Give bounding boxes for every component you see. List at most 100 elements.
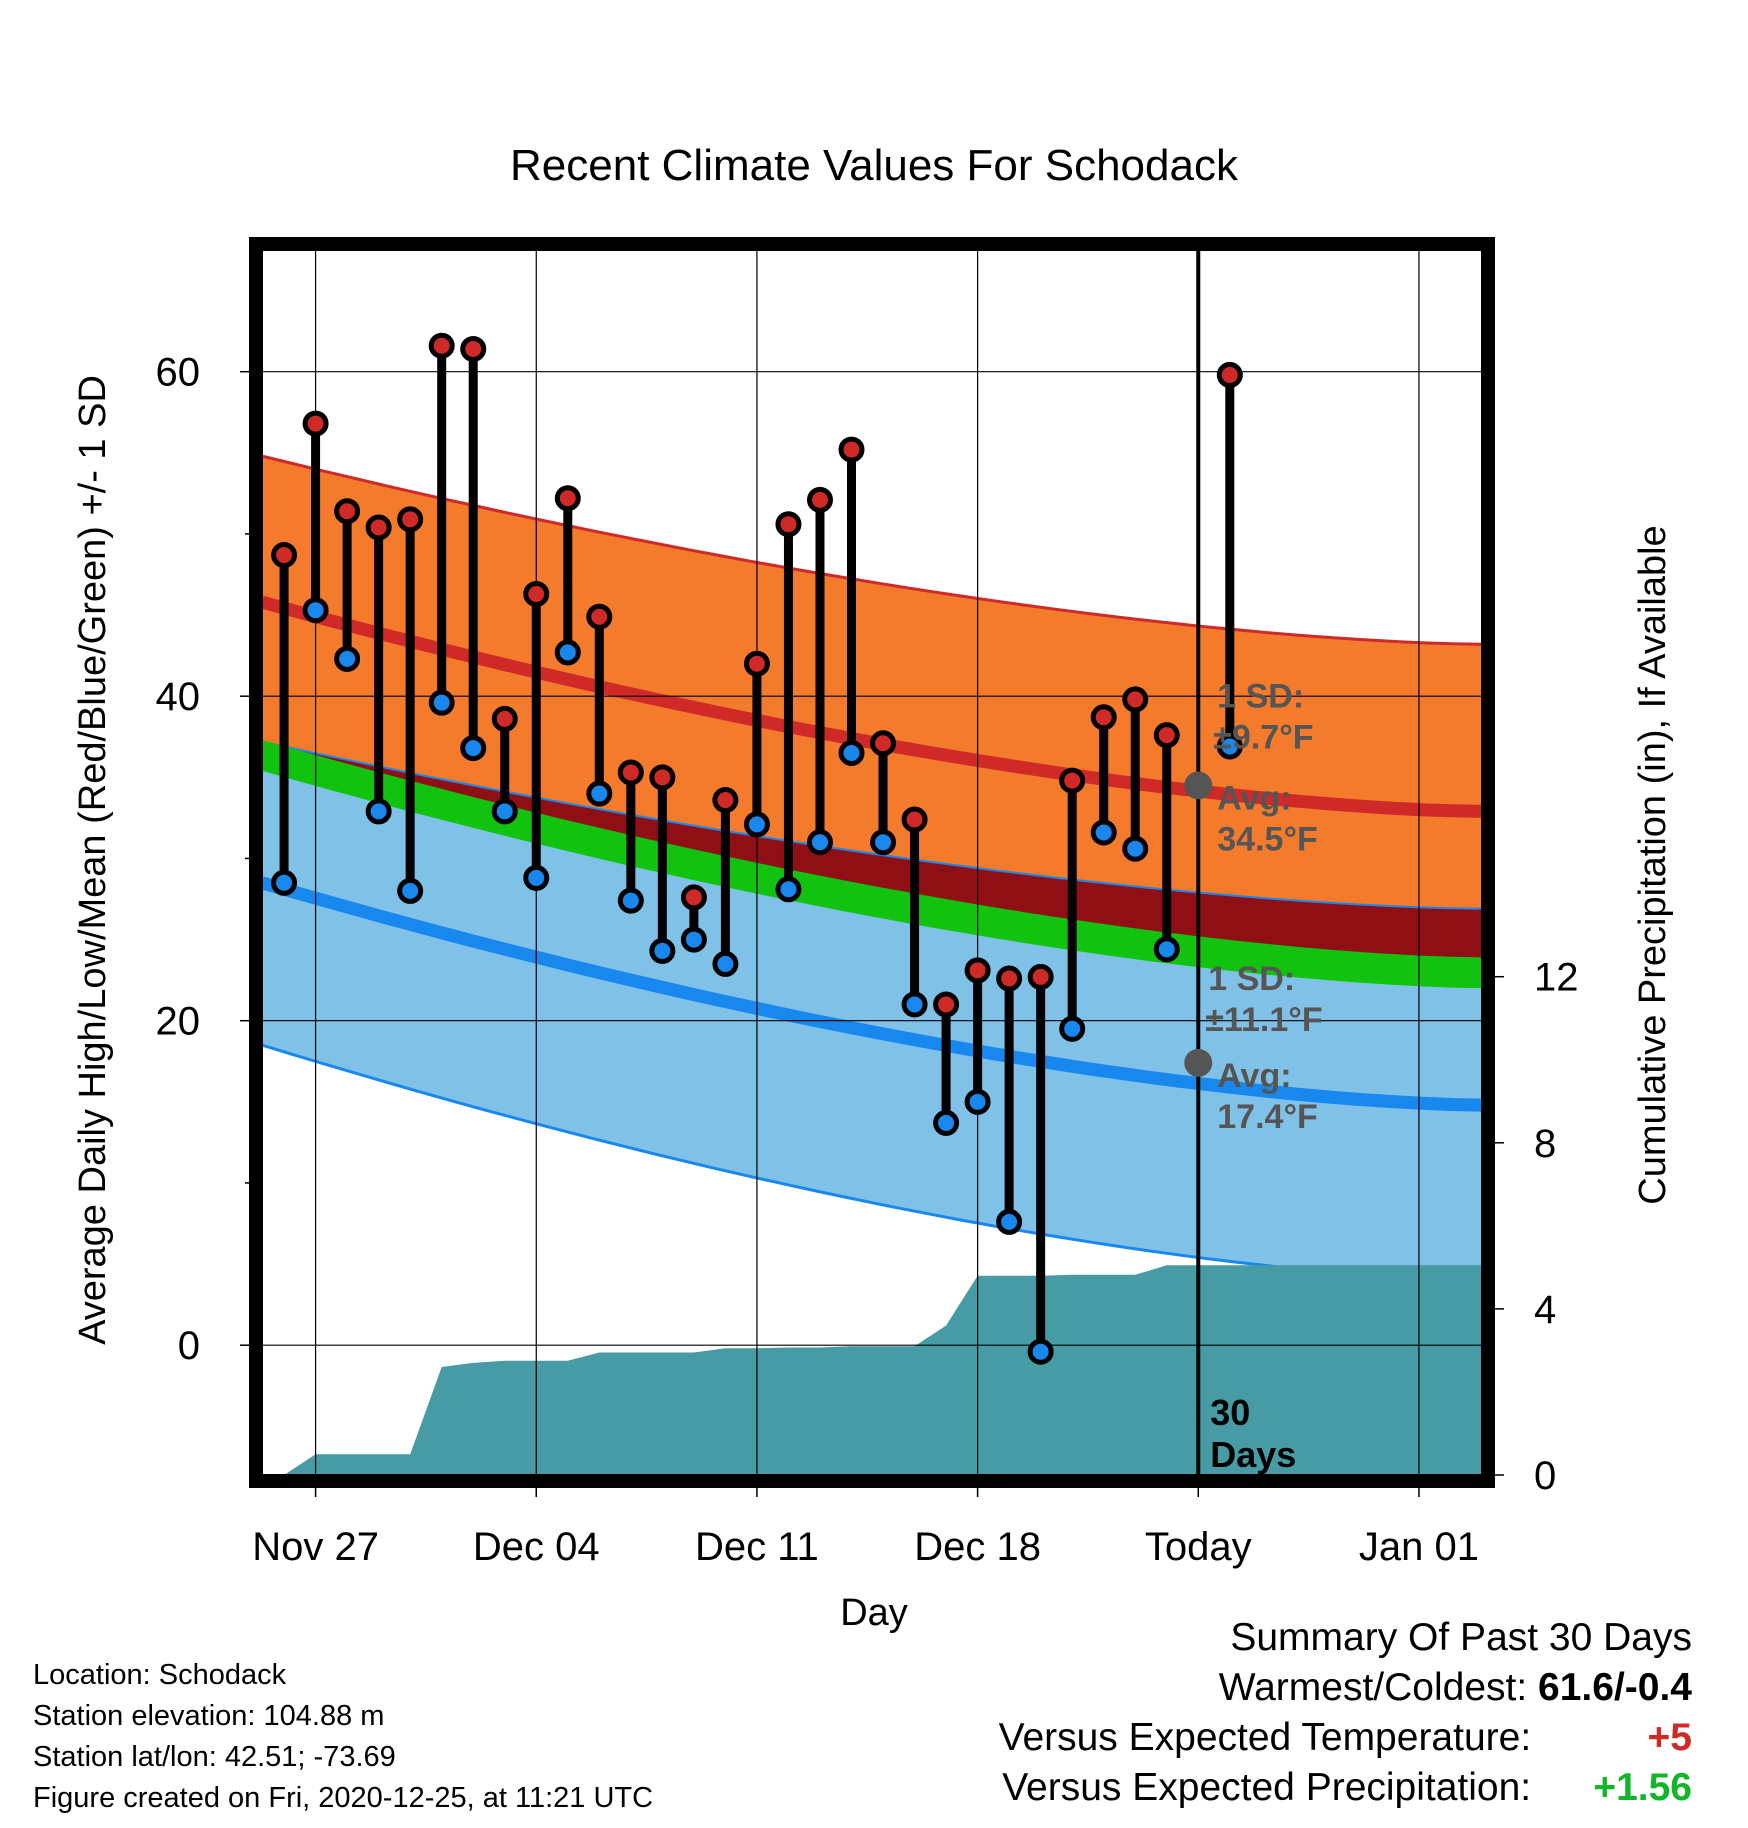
y2-tick-label: 4 [1534,1288,1556,1332]
temp-versus-label: Versus Expected Temperature: [998,1716,1532,1759]
high-avg-value: 34.5°F [1217,820,1318,858]
daily-low-point [491,798,518,825]
x-tick-label: Today [1145,1525,1252,1569]
precip-versus-value: +1.56 [1593,1766,1692,1809]
y-tick-label: 20 [156,1000,201,1044]
low-sd-label: 1 SD: [1208,960,1295,998]
daily-high-point [1122,686,1149,713]
days-count-label: 30 [1210,1392,1250,1433]
y2-tick-label: 0 [1534,1454,1556,1498]
daily-high-point [617,759,644,786]
daily-high-point [901,806,928,833]
daily-low-point [334,645,361,672]
low-avg-value: 17.4°F [1217,1098,1318,1136]
daily-high-point [680,884,707,911]
daily-high-point [1153,722,1180,749]
station-elevation: Station elevation: 104.88 m [33,1700,385,1732]
station-location: Location: Schodack [33,1659,287,1691]
x-tick-label: Dec 04 [473,1525,600,1569]
y-tick-label: 0 [178,1324,200,1368]
mean-temp-band [262,740,1482,989]
y2-tick-label: 12 [1534,956,1579,1000]
summary-precipitation: Versus Expected Precipitation: +1.56 [999,1763,1692,1813]
low-avg-label: Avg: [1217,1057,1291,1095]
warmest-coldest-label: Warmest/Coldest: [1218,1666,1528,1709]
daily-low-point [838,739,865,766]
x-tick-label: Jan 01 [1359,1525,1479,1569]
daily-low-point [1059,1015,1086,1042]
low-sd-value: ±11.1°F [1205,1001,1322,1039]
daily-high-point [838,436,865,463]
high-temp-sd-upper-line [262,454,1482,646]
daily-low-point [996,1208,1023,1235]
daily-low-point [586,780,613,807]
x-tick-label: Dec 11 [695,1525,819,1569]
daily-high-point [365,514,392,541]
precip-versus-label: Versus Expected Precipitation: [1002,1766,1532,1809]
figure-created: Figure created on Fri, 2020-12-25, at 11… [33,1782,654,1814]
days-unit-label: Days [1210,1434,1296,1475]
daily-high-point [1027,963,1054,990]
daily-high-point [523,580,550,607]
warmest-coldest-value: 61.6/-0.4 [1538,1666,1692,1709]
daily-high-point [428,332,455,359]
high-avg-label: Avg: [1217,779,1291,817]
summary-panel: Summary Of Past 30 Days Warmest/Coldest:… [999,1613,1692,1813]
daily-high-point-last [1216,361,1243,388]
summary-heading: Summary Of Past 30 Days [1230,1616,1692,1659]
temp-versus-value: +5 [1647,1716,1692,1759]
daily-high-point [649,764,676,791]
daily-high-point [712,787,739,814]
daily-low-point [743,811,770,838]
daily-high-point [1090,704,1117,731]
x-axis-label: Day [840,1592,908,1634]
daily-low-point [1090,819,1117,846]
daily-high-point [460,335,487,362]
daily-low-point-last [1216,733,1243,760]
daily-low-point [397,877,424,904]
high-sd-label: 1 SD: [1217,677,1304,715]
daily-low-point [933,1109,960,1136]
daily-high-point [271,542,298,569]
daily-high-point [334,498,361,525]
daily-high-point [775,511,802,538]
daily-low-point [554,639,581,666]
high-low-overlap-band [262,741,1482,959]
high-sd-value: ±9.7°F [1213,718,1313,756]
chart-title: Recent Climate Values For Schodack [510,141,1239,190]
daily-high-point [1059,767,1086,794]
low-avg-marker [1184,1048,1213,1077]
daily-high-point [302,410,329,437]
x-tick-label: Nov 27 [252,1525,379,1569]
daily-low-point [1122,835,1149,862]
daily-high-point [491,705,518,732]
daily-high-point [397,506,424,533]
daily-high-point [870,730,897,757]
station-latlon: Station lat/lon: 42.51; -73.69 [33,1741,396,1773]
station-info: Location: Schodack Station elevation: 10… [33,1655,653,1819]
daily-low-point [964,1088,991,1115]
daily-low-point [365,798,392,825]
x-tick-label: Dec 18 [914,1525,1041,1569]
daily-low-point [870,829,897,856]
y-axis-label: Average Daily High/Low/Mean (Red/Blue/Gr… [72,375,114,1345]
daily-high-point [996,965,1023,992]
summary-warmest-coldest: Warmest/Coldest: 61.6/-0.4 [999,1663,1692,1713]
daily-low-point [901,991,928,1018]
daily-low-point [775,876,802,903]
daily-low-point [523,864,550,891]
y2-tick-label: 8 [1534,1122,1556,1166]
daily-low-point [680,926,707,953]
y2-axis-label: Cumulative Precipitation (in), If Availa… [1632,525,1674,1204]
daily-low-point [712,950,739,977]
daily-low-point [1153,936,1180,963]
daily-low-point [1027,1338,1054,1365]
cumulative-precipitation-area [262,1265,1482,1475]
high-avg-marker [1184,771,1213,800]
daily-low-point [271,869,298,896]
summary-temperature: Versus Expected Temperature: +5 [999,1713,1692,1763]
daily-low-point [302,597,329,624]
